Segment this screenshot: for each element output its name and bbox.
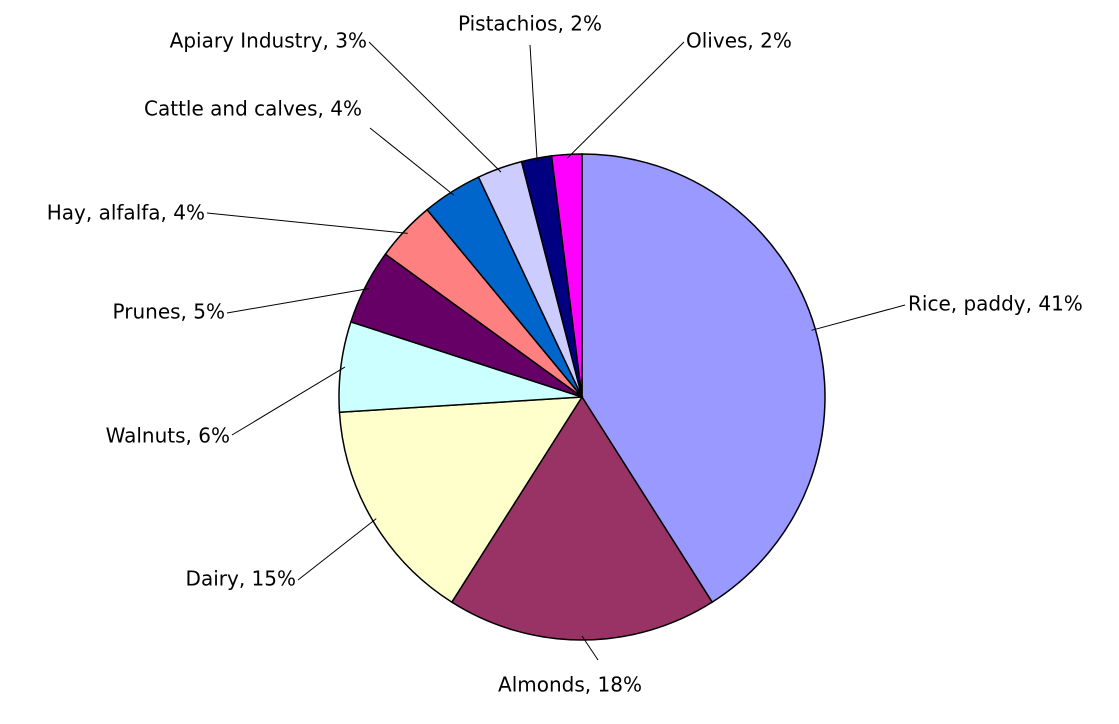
leader-line [566, 41, 685, 159]
leader-line [297, 518, 377, 581]
leader-line [529, 44, 538, 163]
data-label: Apiary Industry, 3% [170, 29, 367, 53]
data-label: Almonds, 18% [498, 673, 642, 697]
leader-line [811, 304, 906, 331]
data-label: Olives, 2% [686, 29, 792, 53]
data-label: Hay, alfalfa, 4% [47, 201, 205, 225]
leader-line [231, 366, 346, 436]
data-label: Walnuts, 6% [106, 424, 230, 448]
leader-line [369, 127, 455, 196]
data-label: Prunes, 5% [113, 300, 225, 324]
leader-line [226, 288, 370, 314]
pie-slice [338, 396, 584, 604]
data-label: Dairy, 15% [186, 567, 296, 591]
data-label: Pistachios, 2% [458, 12, 602, 36]
data-label: Rice, paddy, 41% [908, 292, 1083, 316]
leader-line [368, 41, 502, 173]
pie-slice [450, 395, 714, 641]
pie-slice [550, 153, 583, 398]
leader-line [581, 635, 599, 661]
data-label: Cattle and calves, 4% [144, 97, 362, 121]
leader-line [206, 212, 408, 234]
